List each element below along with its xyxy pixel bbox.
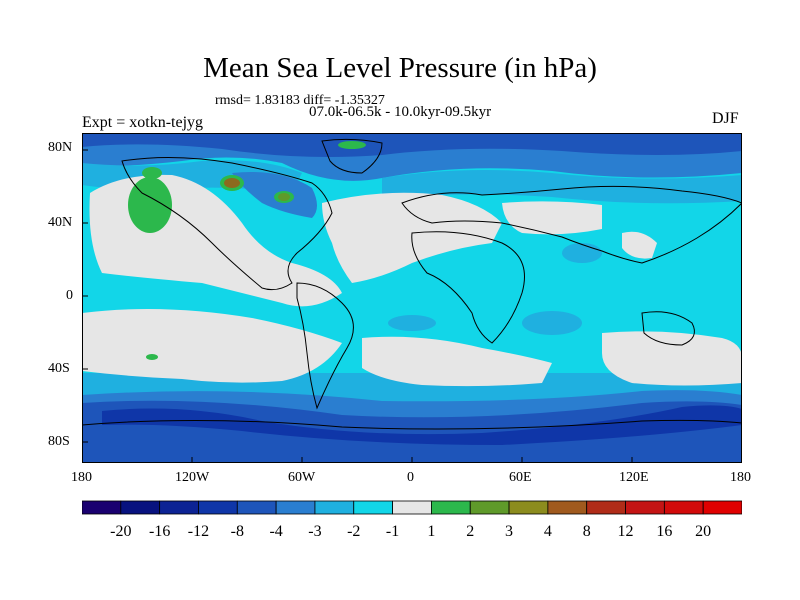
colorbar-box	[159, 500, 199, 515]
indian-ocean-patch	[522, 311, 582, 335]
hudson-low-patch	[232, 172, 317, 218]
x-tick-label: 120E	[619, 470, 649, 485]
colorbar-box	[82, 500, 122, 515]
australia-coastline	[641, 311, 695, 346]
tropical-atlantic-patch	[388, 315, 436, 331]
colorbar: -20 -16 -12 -8 -4 -3 -2 -1 1 2 3 4 8 12 …	[82, 500, 742, 540]
map-tick-marks	[82, 149, 633, 463]
antarctic-low-band	[82, 400, 742, 463]
greenland-coastline	[321, 138, 383, 174]
colorbar-label: -12	[188, 523, 209, 540]
colorbar-label: 8	[583, 523, 591, 540]
arctic-deep-band	[82, 133, 742, 157]
colorbar-box	[508, 500, 549, 515]
pacific-high-anomaly	[128, 177, 172, 233]
antarctic-deep-low	[102, 405, 742, 445]
colorbar-label: -16	[149, 523, 170, 540]
greenland-high-anomaly	[338, 141, 366, 149]
colorbar-box	[275, 500, 316, 515]
colorbar-label: -4	[269, 523, 282, 540]
colorbar-label: 1	[427, 523, 435, 540]
season-label: DJF	[712, 110, 739, 127]
stats-line: rmsd= 1.83183 diff= -1.35327	[215, 93, 385, 108]
colorbar-label: 12	[618, 523, 634, 540]
colorbar-labels: -20 -16 -12 -8 -4 -3 -2 -1 1 2 3 4 8 12 …	[110, 523, 711, 540]
x-tick-label: 180	[71, 470, 92, 485]
colorbar-box	[392, 500, 432, 515]
colorbar-label: -8	[231, 523, 244, 540]
y-tick-label: 80N	[48, 140, 73, 155]
x-tick-label: 180	[730, 470, 751, 485]
x-tick-label: 60W	[288, 470, 316, 485]
plot-title: Mean Sea Level Pressure (in hPa)	[203, 52, 597, 84]
pressure-anomaly-map	[82, 133, 742, 463]
colorbar-box	[236, 500, 277, 515]
experiment-label: Expt = xotkn-tejyg	[82, 114, 204, 131]
x-tick-label: 60E	[509, 470, 532, 485]
colorbar-box	[431, 500, 471, 515]
south-pacific-neutral-region	[82, 309, 342, 383]
colorbar-label: -2	[347, 523, 360, 540]
asia-patch	[562, 243, 602, 263]
colorbar-box	[120, 500, 161, 515]
colorbar-label: 3	[505, 523, 513, 540]
y-tick-label: 40N	[48, 215, 73, 230]
period-subtitle: 07.0k-06.5k - 10.0kyr-09.5kyr	[309, 104, 492, 120]
colorbar-label: -20	[110, 523, 131, 540]
x-tick-label: 120W	[175, 470, 210, 485]
colorbar-box	[314, 500, 355, 515]
colorbar-box	[586, 500, 626, 515]
south-pacific-high-anomaly	[146, 354, 158, 360]
colorbar-box	[547, 500, 588, 515]
north-america-coastline	[121, 156, 333, 291]
europe-neutral-region	[502, 201, 602, 235]
eurasia-band	[382, 169, 742, 204]
y-tick-label: 80S	[48, 434, 70, 449]
colorbar-label: 2	[466, 523, 474, 540]
y-tick-label: 0	[66, 288, 73, 303]
alaska-high-anomaly	[142, 167, 162, 179]
colorbar-box	[469, 500, 510, 515]
colorbar-box	[663, 500, 704, 515]
y-tick-label: 40S	[48, 361, 70, 376]
coastlines	[82, 138, 742, 430]
colorbar-box	[198, 500, 238, 515]
x-tick-label: 0	[407, 470, 414, 485]
africa-coastline	[411, 231, 525, 344]
canada-high-core	[224, 178, 240, 188]
south-indian-neutral-region	[602, 331, 742, 386]
colorbar-box	[625, 500, 665, 515]
antarctica-coastline	[82, 419, 742, 430]
colorbar-boxes	[82, 500, 742, 515]
eurasia-coastline	[401, 185, 742, 264]
colorbar-box	[353, 500, 393, 515]
colorbar-label: 16	[656, 523, 672, 540]
colorbar-label: -1	[386, 523, 399, 540]
labrador-high-core	[278, 193, 290, 201]
tibet-neutral-patch	[622, 231, 657, 259]
colorbar-box	[702, 500, 742, 515]
colorbar-label: 20	[695, 523, 711, 540]
south-atlantic-neutral-region	[362, 336, 552, 387]
colorbar-label: 4	[544, 523, 552, 540]
colorbar-label: -3	[308, 523, 321, 540]
south-america-coastline	[296, 282, 354, 410]
